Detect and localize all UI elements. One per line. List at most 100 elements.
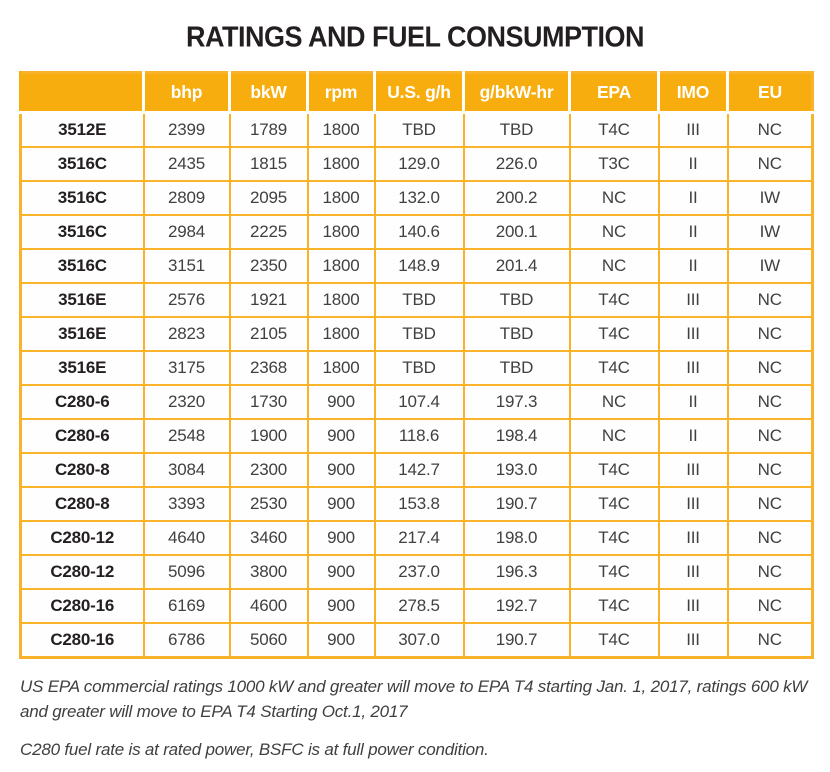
- value-cell: T4C: [568, 486, 660, 522]
- value-cell: 4600: [228, 588, 309, 624]
- value-cell: 129.0: [373, 146, 465, 182]
- table-body: 3512E 2399 1789 1800 TBD TBD T4C III NC 3516C 2435…: [19, 111, 814, 659]
- value-cell: 1800: [306, 180, 376, 216]
- value-cell: 1800: [306, 248, 376, 284]
- table-row: C280-16 6786 5060 900 307.0 190.7 T4C III NC: [19, 622, 814, 659]
- value-cell: 3800: [228, 554, 309, 590]
- value-cell: NC: [726, 418, 814, 454]
- model-cell: 3516C: [19, 146, 145, 182]
- column-header-g-bkw-hr: g/bkW-hr: [462, 72, 570, 114]
- value-cell: NC: [568, 248, 660, 284]
- value-cell: 1800: [306, 350, 376, 386]
- value-cell: IW: [726, 248, 814, 284]
- value-cell: NC: [568, 214, 660, 250]
- value-cell: T4C: [568, 588, 660, 624]
- value-cell: T3C: [568, 146, 660, 182]
- table-row: 3516C 2984 2225 1800 140.6 200.1 NC II IW: [19, 214, 814, 250]
- ratings-table: bhp bkW rpm U.S. g/h g/bkW-hr EPA IMO EU 3512E 2…: [19, 71, 814, 659]
- table-row: C280-12 5096 3800 900 237.0 196.3 T4C III NC: [19, 554, 814, 590]
- model-cell: 3516E: [19, 350, 145, 386]
- value-cell: 148.9: [373, 248, 465, 284]
- value-cell: 900: [306, 554, 376, 590]
- value-cell: 237.0: [373, 554, 465, 590]
- value-cell: 217.4: [373, 520, 465, 556]
- value-cell: 900: [306, 486, 376, 522]
- table-row: C280-6 2548 1900 900 118.6 198.4 NC II NC: [19, 418, 814, 454]
- model-cell: 3516E: [19, 282, 145, 318]
- value-cell: 153.8: [373, 486, 465, 522]
- model-cell: C280-8: [19, 452, 145, 488]
- value-cell: IW: [726, 180, 814, 216]
- value-cell: 1921: [228, 282, 309, 318]
- value-cell: II: [657, 418, 729, 454]
- value-cell: 197.3: [462, 384, 571, 420]
- value-cell: 1800: [306, 214, 376, 250]
- model-cell: C280-12: [19, 520, 145, 556]
- value-cell: 226.0: [462, 146, 571, 182]
- value-cell: 190.7: [462, 486, 571, 522]
- value-cell: 201.4: [462, 248, 571, 284]
- value-cell: TBD: [373, 282, 465, 318]
- value-cell: 2823: [142, 316, 231, 352]
- value-cell: 196.3: [462, 554, 571, 590]
- value-cell: 1800: [306, 111, 376, 148]
- column-header-bhp: bhp: [142, 72, 230, 114]
- value-cell: T4C: [568, 452, 660, 488]
- value-cell: NC: [726, 452, 814, 488]
- value-cell: 1900: [228, 418, 309, 454]
- value-cell: III: [657, 486, 729, 522]
- value-cell: 2300: [228, 452, 309, 488]
- value-cell: 1800: [306, 146, 376, 182]
- model-cell: C280-6: [19, 418, 145, 454]
- value-cell: II: [657, 146, 729, 182]
- value-cell: 2368: [228, 350, 309, 386]
- value-cell: 307.0: [373, 622, 465, 659]
- value-cell: NC: [726, 384, 814, 420]
- value-cell: 192.7: [462, 588, 571, 624]
- value-cell: II: [657, 384, 729, 420]
- value-cell: III: [657, 554, 729, 590]
- value-cell: NC: [568, 384, 660, 420]
- footnote-c280: C280 fuel rate is at rated power, BSFC i…: [20, 740, 489, 760]
- table-row: C280-8 3393 2530 900 153.8 190.7 T4C III NC: [19, 486, 814, 522]
- table-row: 3516E 2576 1921 1800 TBD TBD T4C III NC: [19, 282, 814, 318]
- value-cell: TBD: [373, 350, 465, 386]
- value-cell: 4640: [142, 520, 231, 556]
- value-cell: NC: [726, 350, 814, 386]
- value-cell: 2399: [142, 111, 231, 148]
- value-cell: 900: [306, 588, 376, 624]
- table-row: 3516C 2435 1815 1800 129.0 226.0 T3C II NC: [19, 146, 814, 182]
- value-cell: 6169: [142, 588, 231, 624]
- value-cell: 3151: [142, 248, 231, 284]
- value-cell: TBD: [462, 282, 571, 318]
- value-cell: T4C: [568, 316, 660, 352]
- model-cell: C280-16: [19, 588, 145, 624]
- value-cell: T4C: [568, 282, 660, 318]
- value-cell: 5060: [228, 622, 309, 659]
- value-cell: NC: [726, 146, 814, 182]
- value-cell: III: [657, 111, 729, 148]
- value-cell: 190.7: [462, 622, 571, 659]
- model-cell: 3512E: [19, 111, 145, 148]
- value-cell: 2095: [228, 180, 309, 216]
- value-cell: TBD: [373, 111, 465, 148]
- column-header-rpm: rpm: [306, 72, 375, 114]
- table-row: C280-12 4640 3460 900 217.4 198.0 T4C III NC: [19, 520, 814, 556]
- model-cell: C280-6: [19, 384, 145, 420]
- value-cell: III: [657, 350, 729, 386]
- value-cell: 3460: [228, 520, 309, 556]
- value-cell: NC: [726, 554, 814, 590]
- value-cell: T4C: [568, 554, 660, 590]
- footnotes: US EPA commercial ratings 1000 kW and gr…: [20, 675, 810, 763]
- value-cell: 1800: [306, 282, 376, 318]
- value-cell: NC: [726, 486, 814, 522]
- value-cell: 3393: [142, 486, 231, 522]
- value-cell: 132.0: [373, 180, 465, 216]
- value-cell: IW: [726, 214, 814, 250]
- value-cell: 2320: [142, 384, 231, 420]
- value-cell: 3175: [142, 350, 231, 386]
- value-cell: III: [657, 316, 729, 352]
- value-cell: 278.5: [373, 588, 465, 624]
- model-cell: 3516C: [19, 248, 145, 284]
